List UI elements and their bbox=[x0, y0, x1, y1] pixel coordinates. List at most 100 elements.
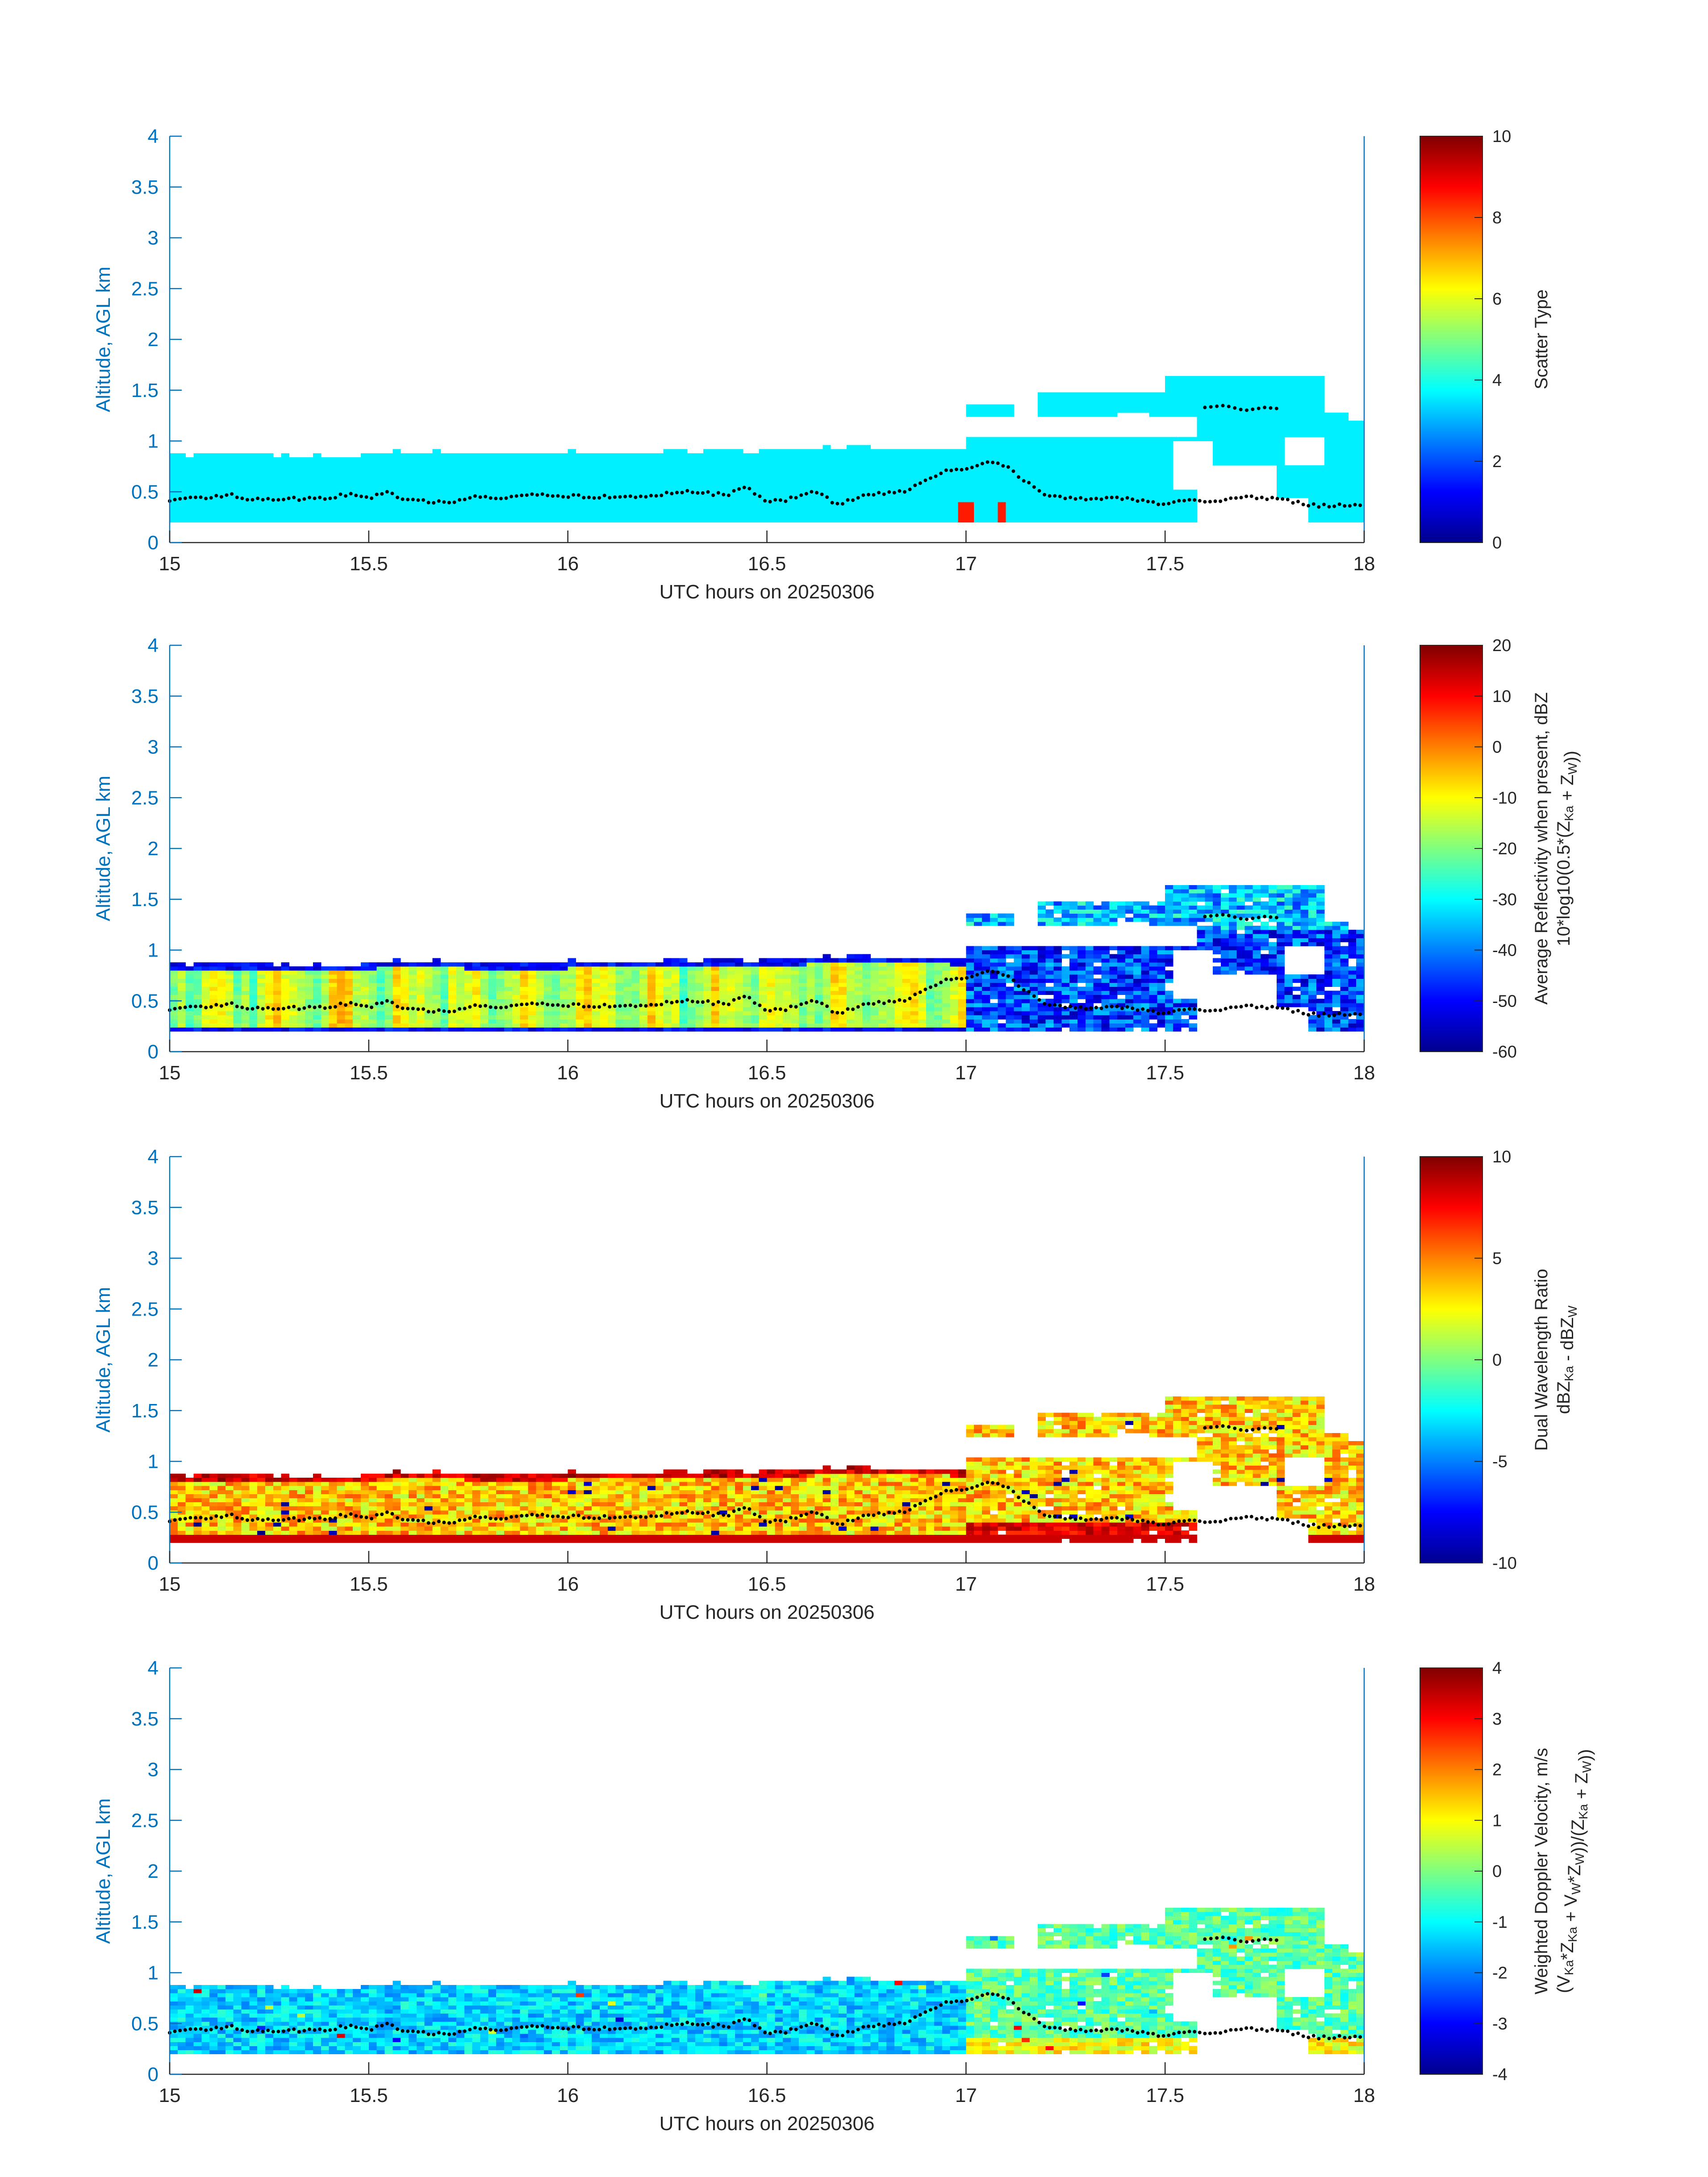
heatmap-cell bbox=[1069, 506, 1078, 510]
heatmap-cell bbox=[281, 966, 290, 971]
heatmap-cell bbox=[544, 497, 552, 502]
heatmap-cell bbox=[1069, 493, 1078, 498]
heatmap-cell bbox=[966, 990, 974, 995]
heatmap-cell bbox=[289, 518, 297, 523]
heatmap-cell bbox=[1197, 412, 1205, 417]
heatmap-cell bbox=[791, 469, 799, 474]
heatmap-cell bbox=[934, 1015, 943, 1020]
heatmap-cell bbox=[910, 1007, 919, 1011]
trace-dot bbox=[840, 502, 844, 506]
heatmap-cell bbox=[185, 489, 194, 494]
heatmap-cell bbox=[918, 502, 927, 506]
heatmap-cell bbox=[488, 510, 497, 514]
heatmap-cell bbox=[687, 461, 696, 466]
heatmap-cell bbox=[1221, 404, 1229, 409]
heatmap-cell bbox=[998, 518, 1006, 523]
heatmap-cell bbox=[361, 999, 369, 1003]
heatmap-cell bbox=[1316, 473, 1325, 478]
heatmap-cell bbox=[225, 489, 234, 494]
heatmap-cell bbox=[647, 469, 656, 474]
heatmap-cell bbox=[1244, 404, 1253, 409]
heatmap-cell bbox=[791, 1019, 799, 1024]
heatmap-cell bbox=[910, 465, 919, 470]
heatmap-cell bbox=[791, 497, 799, 502]
heatmap-cell bbox=[655, 481, 664, 486]
heatmap-cell bbox=[177, 990, 186, 995]
heatmap-cell bbox=[878, 506, 887, 510]
heatmap-cell bbox=[376, 485, 385, 490]
heatmap-cell bbox=[886, 518, 895, 523]
heatmap-cell bbox=[1101, 485, 1110, 490]
heatmap-cell bbox=[520, 518, 529, 523]
heatmap-cell bbox=[297, 1019, 305, 1024]
heatmap-cell bbox=[831, 473, 839, 478]
heatmap-cell bbox=[464, 978, 473, 983]
heatmap-cell bbox=[974, 518, 982, 523]
heatmap-cell bbox=[456, 1023, 465, 1028]
heatmap-cell bbox=[607, 510, 616, 514]
heatmap-cell bbox=[440, 465, 449, 470]
heatmap-cell bbox=[1253, 392, 1261, 397]
heatmap-cell bbox=[910, 966, 919, 971]
heatmap-cell bbox=[544, 978, 552, 983]
heatmap-cell bbox=[193, 465, 202, 470]
heatmap-cell bbox=[480, 473, 489, 478]
heatmap-cell bbox=[1228, 429, 1237, 433]
trace-dot bbox=[965, 467, 969, 471]
heatmap-cell bbox=[201, 473, 210, 478]
heatmap-cell bbox=[193, 1011, 202, 1015]
heatmap-cell bbox=[679, 978, 688, 983]
heatmap-cell bbox=[775, 958, 783, 963]
heatmap-cell bbox=[1133, 441, 1142, 446]
heatmap-cell bbox=[862, 966, 871, 971]
heatmap-cell bbox=[1332, 502, 1341, 506]
heatmap-cell bbox=[544, 1011, 552, 1015]
heatmap-cell bbox=[727, 962, 735, 967]
heatmap-cell bbox=[751, 510, 760, 514]
heatmap-cell bbox=[942, 461, 951, 466]
heatmap-cell bbox=[1157, 502, 1165, 506]
trace-dot bbox=[251, 498, 255, 502]
heatmap-cell bbox=[966, 999, 974, 1003]
heatmap-cell bbox=[337, 1027, 345, 1032]
heatmap-cell bbox=[512, 1019, 521, 1024]
heatmap-cell bbox=[249, 514, 258, 518]
heatmap-cell bbox=[265, 999, 274, 1003]
trace-dot bbox=[188, 495, 192, 499]
colorbar-tick-label: 4 bbox=[1492, 371, 1502, 390]
heatmap-cell bbox=[456, 982, 465, 987]
heatmap-cell bbox=[791, 978, 799, 983]
heatmap-cell bbox=[1292, 408, 1301, 413]
heatmap-cell bbox=[1014, 469, 1022, 474]
heatmap-cell bbox=[934, 1027, 943, 1032]
heatmap-cell bbox=[1332, 437, 1341, 442]
heatmap-cell bbox=[854, 954, 863, 959]
heatmap-cell bbox=[655, 1011, 664, 1015]
heatmap-cell bbox=[1221, 433, 1229, 437]
heatmap-cell bbox=[950, 481, 959, 486]
heatmap-cell bbox=[233, 1019, 242, 1024]
heatmap-cell bbox=[289, 481, 297, 486]
heatmap-cell bbox=[321, 510, 330, 514]
heatmap-cell bbox=[409, 974, 417, 979]
heatmap-cell bbox=[671, 1023, 680, 1028]
heatmap-cell bbox=[831, 477, 839, 482]
heatmap-cell bbox=[536, 1027, 544, 1032]
heatmap-cell bbox=[1261, 445, 1269, 450]
trace-dot bbox=[561, 495, 565, 499]
heatmap-cell bbox=[918, 469, 927, 474]
heatmap-cell bbox=[265, 966, 274, 971]
heatmap-cell bbox=[193, 1019, 202, 1024]
heatmap-cell bbox=[767, 469, 775, 474]
heatmap-cell bbox=[297, 485, 305, 490]
heatmap-cell bbox=[1228, 408, 1237, 413]
heatmap-cell bbox=[934, 473, 943, 478]
heatmap-cell bbox=[1149, 408, 1157, 413]
heatmap-cell bbox=[823, 510, 831, 514]
heatmap-cell bbox=[376, 974, 385, 979]
heatmap-cell bbox=[170, 982, 178, 987]
heatmap-cell bbox=[289, 489, 297, 494]
heatmap-cell bbox=[655, 489, 664, 494]
heatmap-cell bbox=[512, 1027, 521, 1032]
heatmap-cell bbox=[536, 514, 544, 518]
